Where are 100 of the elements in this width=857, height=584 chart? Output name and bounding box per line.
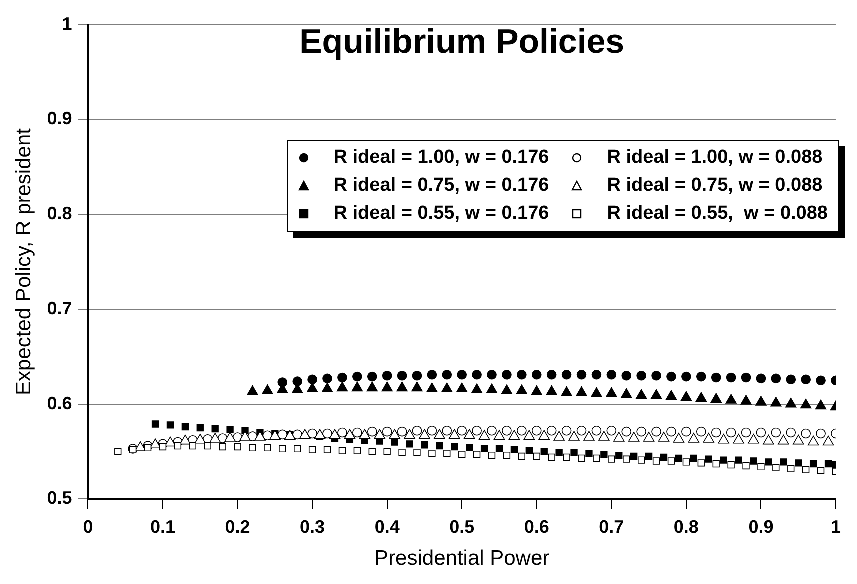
point [389,429,400,440]
point [308,374,318,385]
point [718,434,730,444]
point [308,446,316,454]
point [502,426,512,436]
point [748,434,760,444]
legend-label: R ideal = 0.75, w = 0.088 [607,175,823,197]
point [264,444,272,452]
point [212,425,219,433]
point [194,434,206,444]
point [726,394,737,404]
point [517,370,527,380]
x-tick-label: 0.3 [300,516,326,537]
point [801,374,811,385]
point [740,395,752,405]
point [666,372,676,382]
point [711,428,722,438]
x-tick-label: 0.8 [674,516,699,537]
point [314,429,326,440]
point [196,424,204,432]
point [703,433,714,443]
point [711,372,722,383]
point [487,426,497,436]
point [488,452,496,460]
point [406,440,414,448]
point [696,426,706,437]
x-tick-label: 0.9 [748,516,774,537]
point [652,426,662,437]
point [329,429,341,440]
point [254,431,266,441]
x-tick-label: 0 [83,516,94,537]
y-tick-label: 0.7 [47,298,72,318]
point [786,398,797,408]
point [240,431,251,441]
point [494,430,506,440]
point [795,460,802,467]
point [584,431,595,441]
point [576,426,587,436]
point [668,458,676,465]
point [756,374,766,384]
point [673,433,685,443]
point [472,426,482,436]
point [540,448,548,456]
point [532,370,542,380]
point [144,444,152,452]
x-tick-label: 0.1 [150,516,176,537]
x-tick-label: 0.4 [374,516,400,537]
point [518,452,526,460]
point [690,454,698,462]
point [442,382,453,393]
point [510,446,518,454]
point [299,429,311,440]
point [688,433,700,443]
point [720,456,728,464]
point [636,426,646,437]
point [616,452,623,460]
x-tick-label: 0.6 [524,516,550,537]
point [524,430,536,440]
point [359,429,370,440]
point [294,445,302,452]
point [219,443,226,451]
point [531,386,542,396]
point [606,426,617,436]
point [712,460,720,468]
point [414,449,421,456]
point [556,449,563,456]
point [368,448,376,456]
point [645,452,653,460]
point [466,444,474,452]
point [397,426,408,437]
point [508,430,520,440]
point [650,389,662,400]
point [412,370,422,381]
point [224,432,236,442]
point [262,384,274,394]
point [427,426,438,436]
point [444,450,451,458]
point [680,391,692,402]
point [226,426,234,434]
legend-label: R ideal = 0.55, w = 0.088 [607,203,828,225]
y-tick-label: 1 [62,14,72,34]
point [478,430,490,440]
point [638,456,646,464]
point [546,426,557,436]
point [741,428,752,438]
point [698,460,705,467]
point [382,426,392,437]
point [486,384,498,394]
point [733,434,744,444]
point [382,370,392,381]
point [182,424,190,431]
point [726,428,736,438]
point [788,465,795,472]
point [682,372,692,382]
point [741,372,752,383]
point [412,426,422,436]
point [427,370,438,380]
point [666,426,676,437]
point [270,430,281,440]
point [306,382,318,393]
